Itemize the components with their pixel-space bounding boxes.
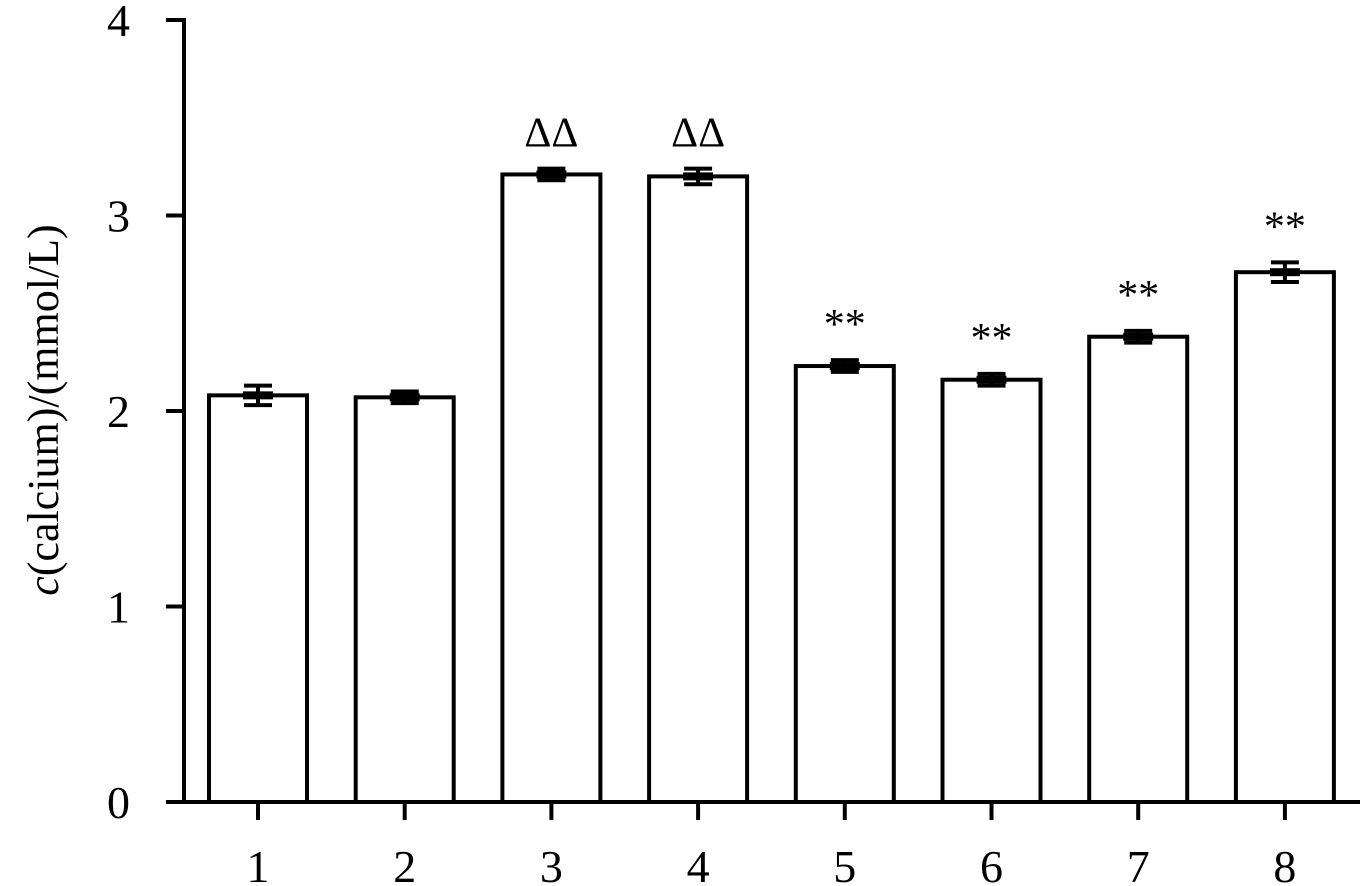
mean-marker [536,170,567,179]
y-axis-title-unit: (calcium)/(mmol/L) [19,224,68,576]
y-axis-title: c(calcium)/(mmol/L) [19,224,68,595]
significance-label-5: ** [824,302,866,348]
bar-3 [500,172,603,804]
mean-marker [389,393,420,402]
bar-7 [1087,334,1190,804]
x-tick-label: 6 [980,841,1003,886]
error-bars [243,166,1300,408]
y-tick-label: 1 [107,582,130,633]
significance-label-6: ** [971,316,1013,362]
bar-6 [940,377,1043,804]
bar-2 [353,395,456,804]
x-tick-label: 5 [833,841,856,886]
x-tick-label: 1 [247,841,270,886]
y-tick-label: 4 [107,0,130,46]
mean-marker [683,172,714,181]
mean-marker [829,362,860,371]
x-tick-label: 7 [1127,841,1150,886]
significance-annotations: ΔΔ ΔΔ ** ** ** ** [524,111,1306,362]
y-tick-label: 0 [107,777,130,828]
mean-marker [1269,268,1300,277]
significance-label-3: ΔΔ [524,111,578,157]
x-tick-label: 4 [687,841,710,886]
x-ticks: 1 2 3 4 5 6 7 8 [247,802,1296,886]
x-tick-label: 3 [540,841,563,886]
mean-marker [243,391,273,400]
significance-label-7: ** [1117,273,1159,319]
bars [207,172,1336,804]
significance-label-8: ** [1264,204,1306,250]
y-axis-title-variable: c [19,576,68,596]
y-tick-label: 2 [107,386,130,437]
x-tick-label: 2 [393,841,416,886]
y-ticks: 0 1 2 3 4 [107,0,184,828]
bar-8 [1233,270,1336,804]
y-tick-label: 3 [107,191,130,242]
x-tick-label: 8 [1273,841,1296,886]
bar-4 [647,174,750,804]
bar-5 [793,364,896,804]
mean-marker [976,375,1007,384]
significance-label-4: ΔΔ [671,111,725,157]
mean-marker [1123,332,1154,341]
bar-1 [207,393,309,804]
